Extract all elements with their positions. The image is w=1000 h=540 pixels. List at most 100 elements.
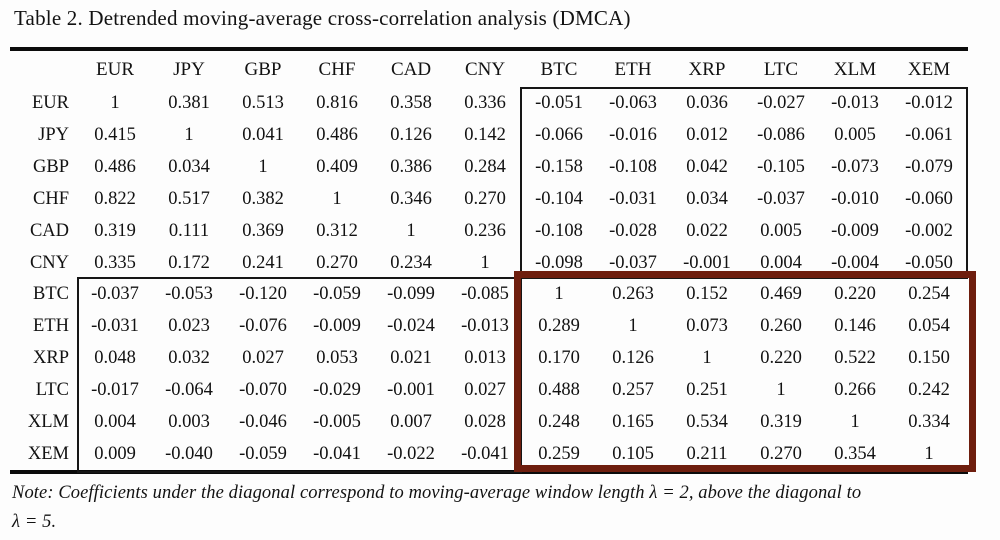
matrix-cell: 0.522 (834, 348, 876, 369)
row-label: XRP (33, 348, 69, 369)
matrix-cell: 1 (332, 188, 342, 209)
matrix-cell: 0.027 (464, 379, 506, 400)
column-header: GBP (244, 59, 282, 80)
row-label: CAD (29, 220, 69, 241)
matrix-cell: 0.241 (242, 252, 284, 273)
column-header: CHF (318, 59, 356, 80)
matrix-cell: -0.001 (387, 379, 435, 400)
matrix-cell: -0.050 (905, 252, 953, 273)
matrix-cell: 0.005 (834, 125, 876, 146)
table-top-rule (10, 47, 968, 51)
row-label: LTC (35, 379, 69, 400)
matrix-cell: 0.146 (834, 316, 876, 337)
column-header: XEM (907, 59, 951, 80)
column-header: JPY (173, 59, 205, 80)
matrix-cell: 0.312 (316, 220, 358, 241)
matrix-cell: -0.029 (313, 379, 361, 400)
matrix-cell: -0.104 (535, 188, 583, 209)
matrix-cell: -0.079 (905, 157, 953, 178)
correlation-matrix-table: EUR JPY GBP CHF CAD CNY BTC ETH XRP LTC XLM XEM EUR 1… (10, 52, 966, 470)
matrix-cell: 0.220 (834, 284, 876, 305)
matrix-cell: 0.254 (908, 284, 950, 305)
matrix-cell: 0.822 (94, 188, 136, 209)
matrix-cell: -0.013 (461, 316, 509, 337)
matrix-cell: 0.263 (612, 284, 654, 305)
matrix-cell: -0.059 (313, 284, 361, 305)
matrix-cell: 1 (110, 93, 120, 114)
matrix-cell: 0.172 (168, 252, 210, 273)
matrix-cell: -0.060 (905, 188, 953, 209)
matrix-cell: 0.042 (686, 157, 728, 178)
matrix-cell: 0.409 (316, 157, 358, 178)
matrix-cell: 1 (184, 125, 194, 146)
matrix-cell: -0.120 (239, 284, 287, 305)
matrix-cell: 1 (406, 220, 416, 241)
matrix-cell: -0.027 (757, 93, 805, 114)
table-title: Table 2. Detrended moving-average cross-… (14, 6, 631, 30)
matrix-cell: -0.016 (609, 125, 657, 146)
matrix-cell: 0.126 (390, 125, 432, 146)
matrix-cell: -0.037 (609, 252, 657, 273)
matrix-cell: 0.032 (168, 348, 210, 369)
matrix-cell: 0.358 (390, 93, 432, 114)
corner-cell (10, 52, 78, 88)
column-header: LTC (763, 59, 799, 80)
matrix-cell: 1 (924, 443, 934, 464)
matrix-cell: -0.108 (535, 220, 583, 241)
matrix-cell: 0.266 (834, 379, 876, 400)
matrix-cell: 1 (776, 379, 786, 400)
matrix-cell: 0.165 (612, 411, 654, 432)
matrix-cell: 1 (850, 411, 860, 432)
table-note: Note: Coefficients under the diagonal co… (12, 479, 984, 537)
matrix-cell: -0.002 (905, 220, 953, 241)
matrix-cell: 0.513 (242, 93, 284, 114)
row-label: BTC (33, 284, 69, 305)
matrix-cell: 0.270 (464, 188, 506, 209)
matrix-cell: 0.486 (316, 125, 358, 146)
column-header: CNY (464, 59, 506, 80)
matrix-cell: 0.415 (94, 125, 136, 146)
matrix-cell: -0.066 (535, 125, 583, 146)
matrix-cell: 0.257 (612, 379, 654, 400)
matrix-cell: -0.073 (831, 157, 879, 178)
matrix-cell: 0.319 (760, 411, 802, 432)
matrix-cell: 0.211 (686, 443, 728, 464)
matrix-cell: 1 (628, 316, 638, 337)
matrix-cell: 0.251 (686, 379, 728, 400)
row-label: EUR (32, 93, 69, 114)
row-label: CNY (29, 252, 69, 273)
matrix-cell: 0.012 (686, 125, 728, 146)
matrix-cell: 0.004 (94, 411, 136, 432)
matrix-cell: -0.046 (239, 411, 287, 432)
matrix-cell: 0.126 (612, 348, 654, 369)
matrix-cell: -0.085 (461, 284, 509, 305)
matrix-cell: 0.022 (686, 220, 728, 241)
matrix-cell: -0.031 (609, 188, 657, 209)
matrix-cell: -0.061 (905, 125, 953, 146)
matrix-cell: 0.381 (168, 93, 210, 114)
matrix-cell: 0.386 (390, 157, 432, 178)
matrix-cell: 0.041 (242, 125, 284, 146)
matrix-cell: -0.108 (609, 157, 657, 178)
matrix-cell: 0.336 (464, 93, 506, 114)
matrix-cell: -0.076 (239, 316, 287, 337)
matrix-cell: 0.259 (538, 443, 580, 464)
row-label: GBP (33, 157, 69, 178)
column-header: XRP (688, 59, 726, 80)
matrix-cell: -0.022 (387, 443, 435, 464)
matrix-cell: 0.053 (316, 348, 358, 369)
row-label: JPY (38, 125, 69, 146)
matrix-cell: 0.289 (538, 316, 580, 337)
matrix-cell: 0.170 (538, 348, 580, 369)
matrix-cell: 0.319 (94, 220, 136, 241)
matrix-cell: 0.034 (168, 157, 210, 178)
matrix-cell: 0.369 (242, 220, 284, 241)
table-bottom-rule (10, 470, 968, 474)
matrix-cell: 0.152 (686, 284, 728, 305)
row-label: XLM (27, 411, 69, 432)
matrix-cell: -0.051 (535, 93, 583, 114)
matrix-cell: 0.354 (834, 443, 876, 464)
matrix-cell: 0.284 (464, 157, 506, 178)
row-label: CHF (33, 188, 69, 209)
matrix-cell: -0.037 (91, 284, 139, 305)
